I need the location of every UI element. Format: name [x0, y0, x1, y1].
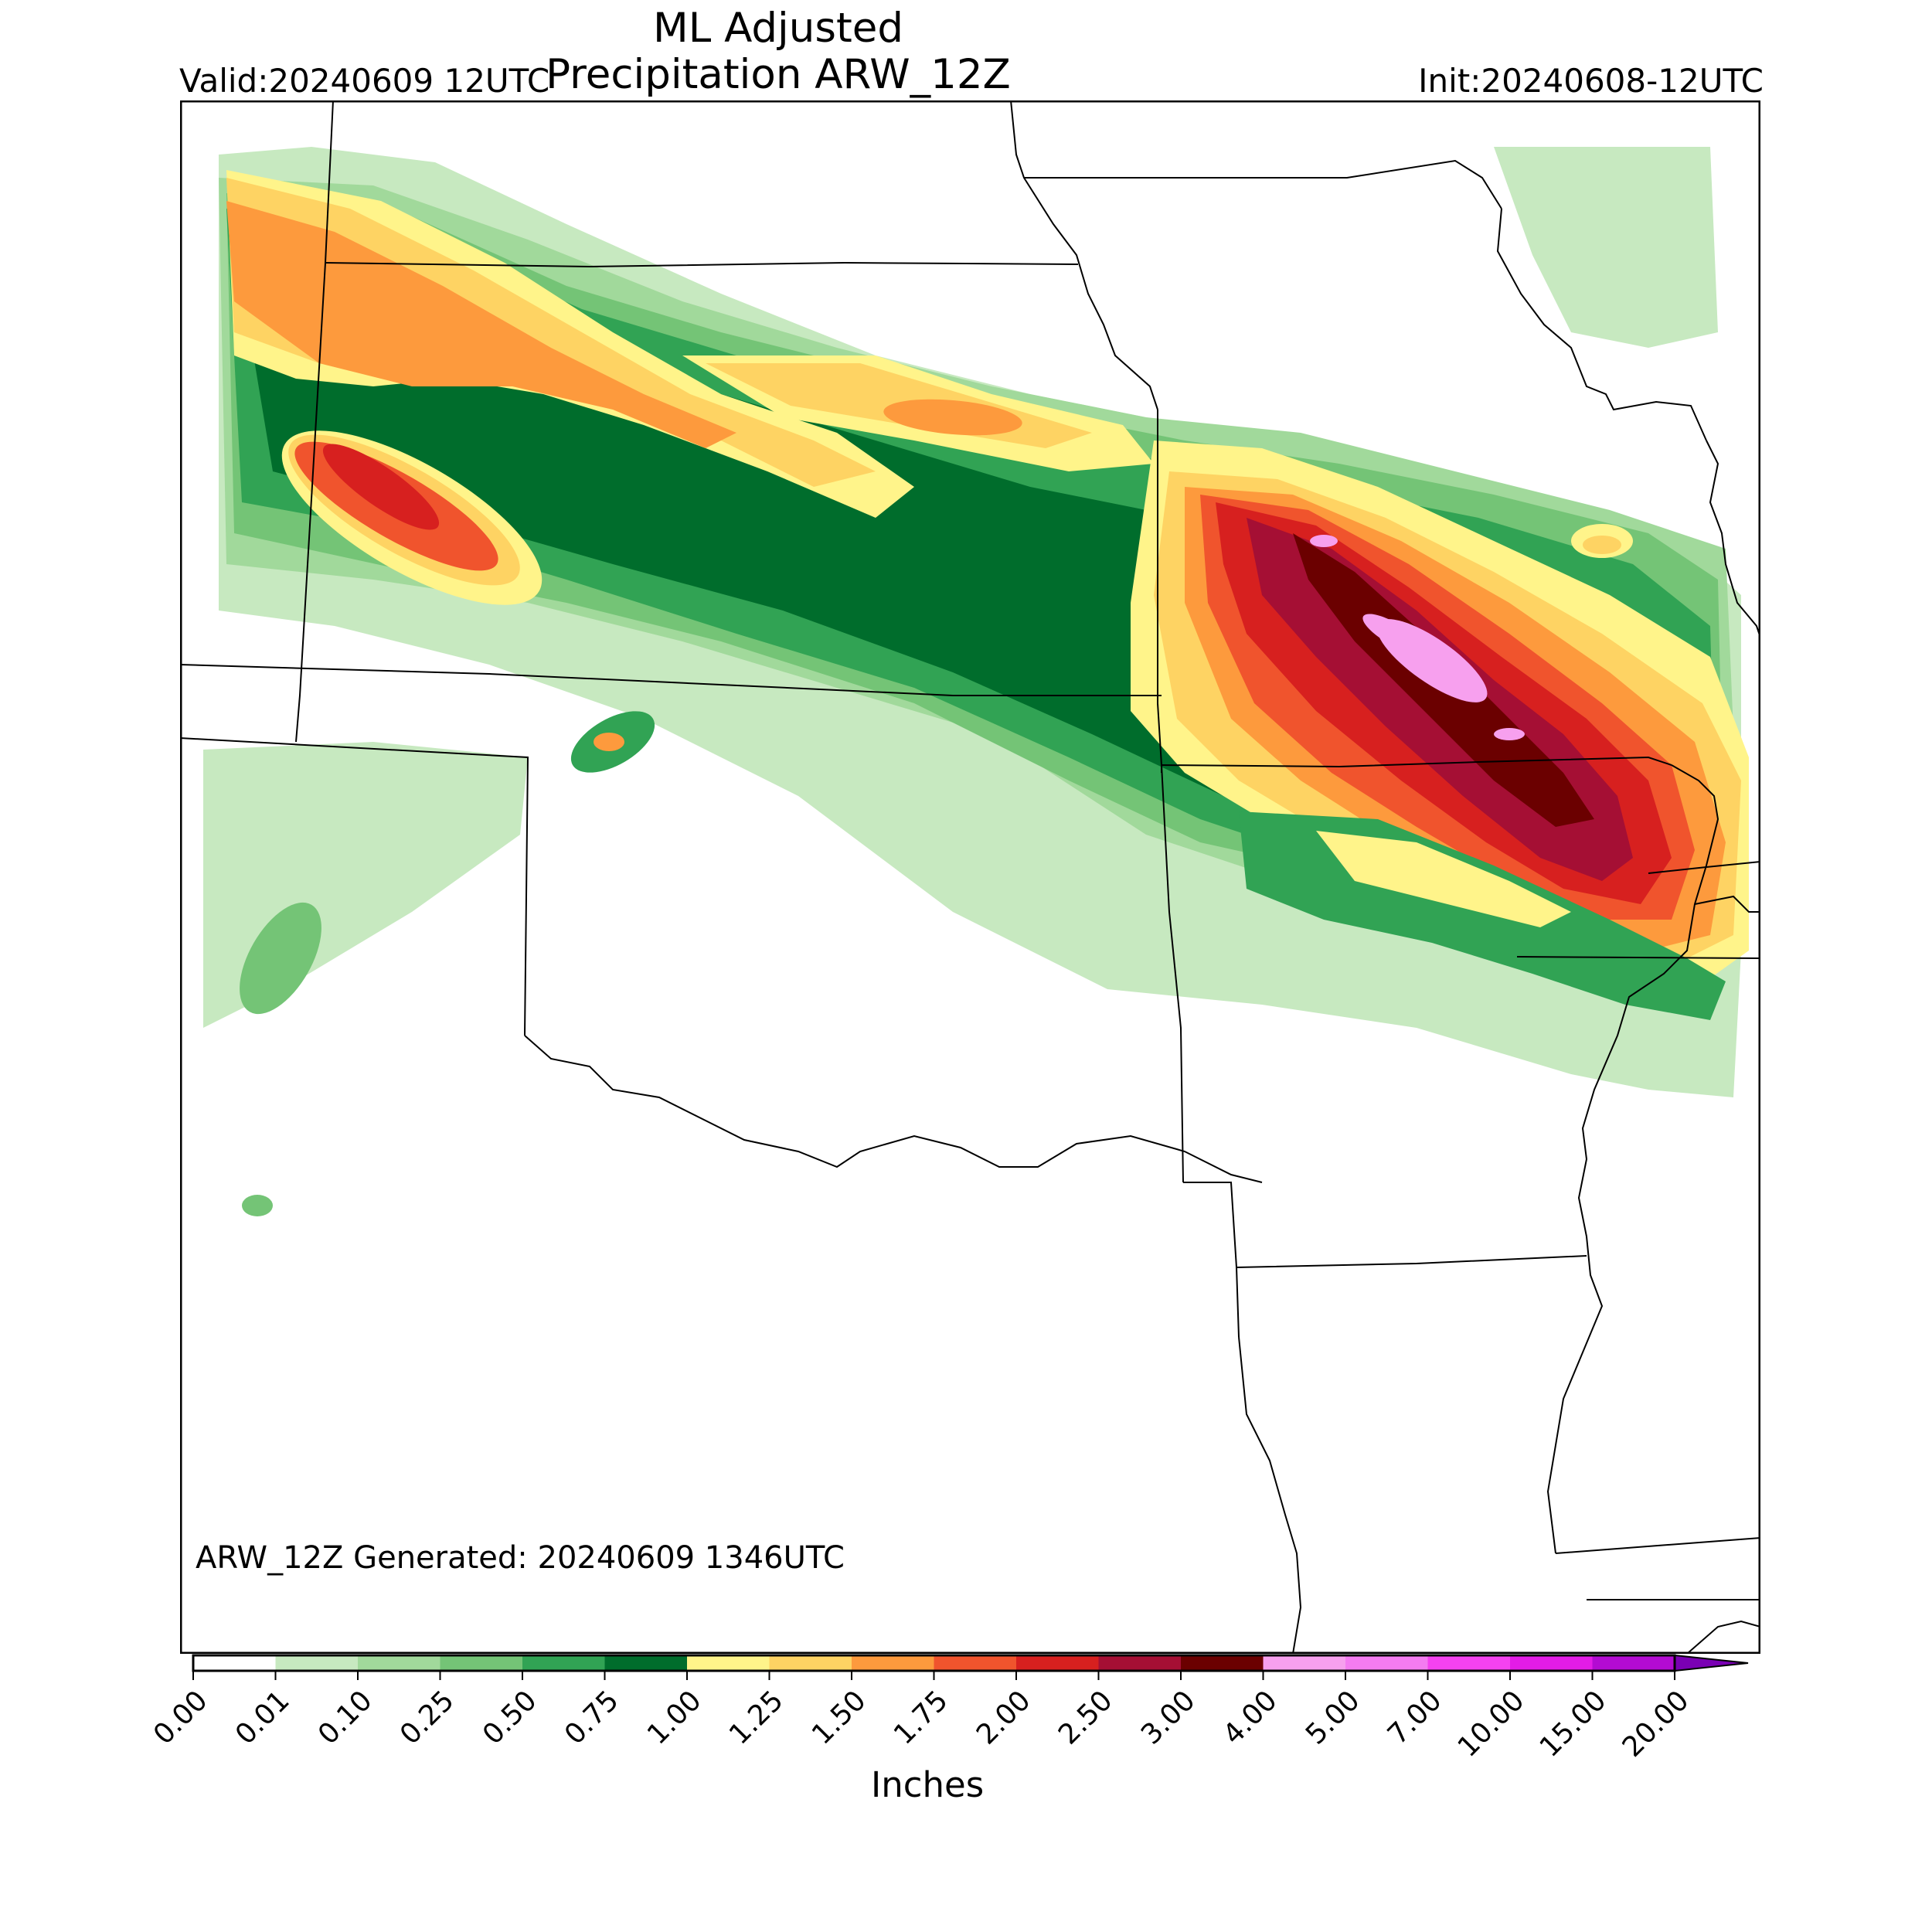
colorbar-tick-label: 1.00: [641, 1685, 708, 1751]
precip-area: [1316, 831, 1571, 927]
precip-area: [242, 1195, 273, 1216]
colorbar-tick-label: 4.00: [1217, 1685, 1284, 1751]
precip-area: [240, 902, 321, 1015]
colorbar-tick-label: 15.00: [1534, 1685, 1613, 1764]
colorbar-extend-arrow: [1674, 1654, 1749, 1672]
colorbar-cell: [440, 1655, 523, 1671]
precip-field: [203, 147, 1749, 1216]
boundary-line: [1183, 1182, 1240, 1338]
title-line-1: ML Adjusted: [652, 5, 904, 52]
precip-area: [226, 178, 876, 487]
colorbar-ticks: [192, 1671, 1675, 1680]
title-line-2: Precipitation ARW_12Z: [546, 51, 1011, 98]
precip-area: [322, 444, 440, 530]
boundary-line: [1516, 956, 1760, 959]
boundary-line: [1546, 764, 1719, 1554]
colorbar-tick-label: 0.75: [559, 1685, 625, 1751]
colorbar-cell: [1263, 1655, 1346, 1671]
boundary-line: [1161, 764, 1184, 1183]
boundary-line: [1238, 1336, 1302, 1654]
precip-area: [594, 733, 624, 751]
init-time: Init:20240608-12UTC: [1418, 62, 1764, 100]
colorbar-cell: [522, 1655, 605, 1671]
colorbar-outline: [192, 1654, 1676, 1672]
boundary-line: [1555, 1537, 1760, 1554]
colorbar-label: Inches: [871, 1764, 985, 1805]
colorbar-tick-label: 0.50: [476, 1685, 543, 1751]
colorbar-tick-label: 3.00: [1134, 1685, 1202, 1751]
boundary-line: [1024, 159, 1502, 209]
boundary-line: [295, 100, 334, 743]
precip-area: [1494, 147, 1718, 348]
precip-area: [883, 399, 1022, 436]
colorbar-tick-label: 0.01: [230, 1685, 296, 1751]
boundary-line: [1648, 861, 1760, 874]
precip-area: [1583, 536, 1621, 554]
boundary-line: [1686, 1620, 1760, 1654]
colorbar-cell: [358, 1655, 440, 1671]
valid-time: Valid:20240609 12UTC: [179, 62, 550, 100]
colorbar-cell: [1016, 1655, 1099, 1671]
boundary-line: [180, 664, 1162, 696]
colorbar-cell: [1427, 1655, 1511, 1671]
colorbar-cell: [934, 1655, 1017, 1671]
colorbar-tick-label: 1.75: [888, 1685, 954, 1751]
colorbar-cell: [1592, 1655, 1675, 1671]
colorbar-tick-label: 0.10: [311, 1685, 379, 1751]
boundary-line: [1706, 440, 1760, 638]
boundary-line: [1161, 756, 1672, 768]
boundary-line: [1694, 895, 1760, 913]
boundary-line: [1236, 1255, 1587, 1268]
generated-note: ARW_12Z Generated: 20240609 1346UTC: [196, 1540, 845, 1576]
colorbar-tick-label: 7.00: [1382, 1685, 1448, 1751]
colorbar-tick-label: 2.50: [1053, 1685, 1119, 1751]
precipitation-map: [180, 100, 1760, 1654]
colorbar-cell: [275, 1655, 359, 1671]
boundary-line: [180, 737, 529, 1036]
colorbar-cells: [192, 1654, 1749, 1672]
colorbar-tick-label: 1.50: [805, 1685, 872, 1751]
colorbar-cell: [769, 1655, 852, 1671]
colorbar-cell: [1510, 1655, 1593, 1671]
colorbar-tick-label: 0.00: [147, 1685, 214, 1751]
colorbar-cell: [193, 1655, 276, 1671]
boundary-line: [524, 1035, 1263, 1183]
colorbar-cell: [1345, 1655, 1428, 1671]
colorbar-cell: [1098, 1655, 1182, 1671]
state-boundaries: [180, 100, 1760, 1654]
colorbar-cell: [1181, 1655, 1264, 1671]
boundary-line: [1010, 100, 1158, 410]
colorbar-cell: [604, 1655, 688, 1671]
boundary-line: [1496, 208, 1707, 441]
colorbar-cell: [687, 1655, 770, 1671]
colorbar-tick-label: 5.00: [1299, 1685, 1366, 1751]
colorbar-tick-label: 1.25: [723, 1685, 790, 1751]
colorbar-tick-label: 10.00: [1451, 1685, 1531, 1764]
boundary-line: [325, 261, 1079, 268]
precip-area: [1362, 614, 1424, 654]
colorbar-tick-label: 2.00: [970, 1685, 1037, 1751]
colorbar-cell: [852, 1655, 934, 1671]
precip-area: [1310, 535, 1338, 547]
colorbar-tick-label: 0.25: [394, 1685, 461, 1751]
colorbar-tick-label: 20.00: [1616, 1685, 1696, 1764]
precip-area: [1494, 728, 1525, 740]
